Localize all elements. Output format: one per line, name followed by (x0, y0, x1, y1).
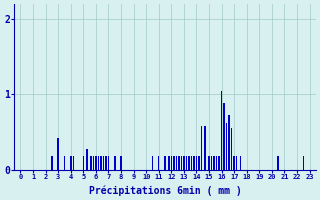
Bar (178, 156, 180, 170)
Bar (236, 156, 237, 170)
X-axis label: Précipitations 6min ( mm ): Précipitations 6min ( mm ) (89, 185, 241, 196)
Bar (218, 156, 220, 170)
Bar (70, 156, 71, 170)
Bar (196, 156, 197, 170)
Bar (171, 156, 172, 170)
Bar (86, 149, 88, 170)
Bar (204, 126, 206, 170)
Bar (152, 156, 153, 170)
Bar (58, 138, 59, 170)
Bar (108, 156, 109, 170)
Bar (223, 103, 225, 170)
Bar (98, 156, 99, 170)
Bar (103, 156, 104, 170)
Bar (173, 156, 175, 170)
Bar (228, 115, 230, 170)
Bar (105, 156, 107, 170)
Bar (176, 156, 177, 170)
Bar (188, 156, 190, 170)
Bar (211, 156, 212, 170)
Bar (198, 156, 200, 170)
Bar (191, 156, 192, 170)
Bar (164, 156, 166, 170)
Bar (95, 156, 97, 170)
Bar (120, 156, 122, 170)
Bar (158, 156, 159, 170)
Bar (100, 156, 102, 170)
Bar (231, 128, 232, 170)
Bar (213, 156, 215, 170)
Bar (186, 156, 187, 170)
Bar (183, 156, 185, 170)
Bar (92, 156, 94, 170)
Bar (90, 156, 92, 170)
Bar (221, 91, 222, 170)
Bar (83, 156, 84, 170)
Bar (208, 156, 210, 170)
Bar (168, 156, 170, 170)
Bar (51, 156, 53, 170)
Bar (226, 123, 227, 170)
Bar (201, 126, 202, 170)
Bar (240, 156, 241, 170)
Bar (193, 156, 195, 170)
Bar (64, 156, 65, 170)
Bar (114, 156, 116, 170)
Bar (73, 156, 74, 170)
Bar (216, 156, 217, 170)
Bar (277, 156, 279, 170)
Bar (302, 156, 304, 170)
Bar (180, 156, 182, 170)
Bar (233, 156, 235, 170)
